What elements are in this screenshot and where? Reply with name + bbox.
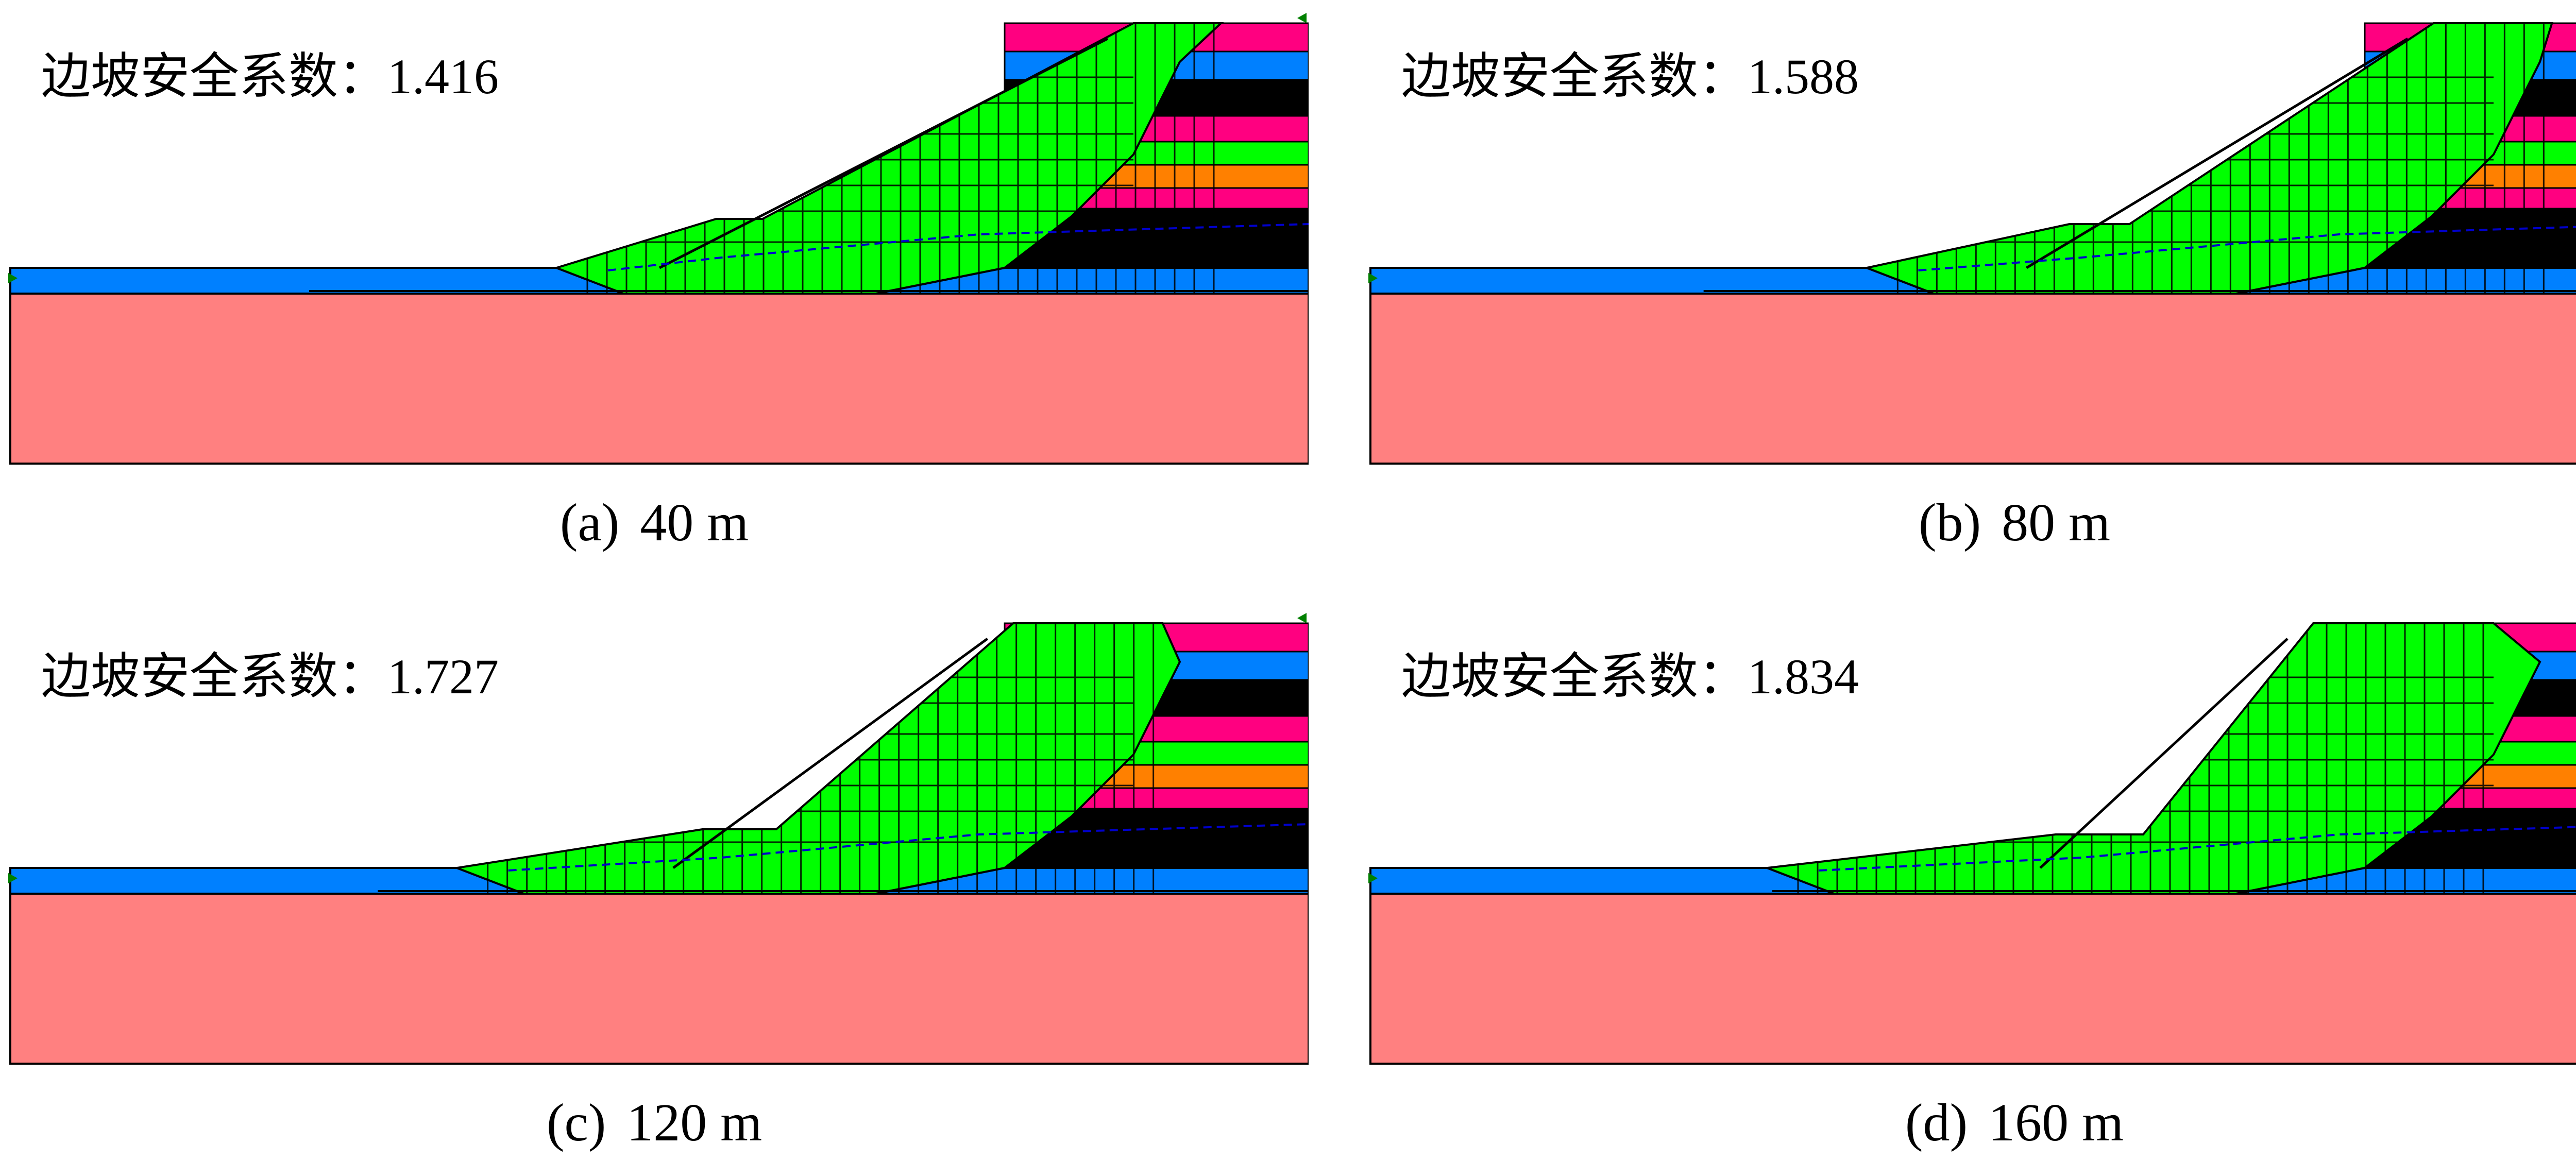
left-blue-layer [1369, 267, 1935, 295]
boundary-marker-left [1368, 873, 1378, 883]
backfill-body [452, 622, 1181, 895]
bench-line [2039, 638, 2289, 869]
left-blue-layer [9, 267, 624, 295]
boundary-marker-left [8, 273, 18, 283]
mesh-grid [586, 23, 1215, 294]
phreatic-line [607, 223, 1309, 271]
left-blue-layer [9, 867, 524, 895]
boundary-marker-left [8, 873, 18, 883]
safety-factor-label-a: 边坡安全系数：1.416 [41, 47, 499, 105]
slope-section-b [1368, 22, 2576, 465]
bench-line [658, 37, 1109, 269]
safety-factor-label-b: 边坡安全系数：1.588 [1401, 47, 1859, 105]
boundary-marker-left [1368, 273, 1378, 283]
slope-section-a [8, 13, 1309, 465]
caption-b: (b) 80 m [1918, 493, 2111, 552]
safety-factor-label-c: 边坡安全系数：1.727 [41, 647, 499, 705]
foundation-layer [1369, 293, 2576, 465]
left-blue-layer [1369, 867, 1835, 895]
mesh-grid [487, 623, 1155, 894]
panel-d: 边坡安全系数：1.834 (d) 160 m [1360, 600, 2576, 1152]
phreatic-line [508, 823, 1309, 872]
bench-line [2026, 37, 2409, 269]
panel-a: 边坡安全系数：1.416 (a) 40 m [0, 0, 1309, 552]
boundary-marker-right [1297, 13, 1307, 23]
safety-factor-label-d: 边坡安全系数：1.834 [1401, 647, 1859, 705]
mesh-grid [1797, 623, 2494, 894]
foundation-layer [9, 893, 1309, 1065]
caption-d: (d) 160 m [1905, 1093, 2124, 1152]
slope-section-d [1368, 622, 2576, 1065]
panel-c: 边坡安全系数：1.727 (c) 120 m [0, 600, 1309, 1152]
foundation-layer [9, 293, 1309, 465]
boundary-marker-right [1297, 613, 1307, 623]
phreatic-line [1918, 226, 2576, 271]
caption-c: (c) 120 m [546, 1093, 762, 1152]
phreatic-line [1818, 826, 2576, 872]
foundation-layer [1369, 893, 2576, 1065]
caption-a: (a) 40 m [560, 493, 749, 552]
bench-line [672, 637, 989, 869]
slope-section-c [8, 613, 1309, 1065]
backfill-body [1863, 22, 2554, 295]
panel-b: 边坡安全系数：1.588 (b) 80 m [1360, 0, 2576, 552]
